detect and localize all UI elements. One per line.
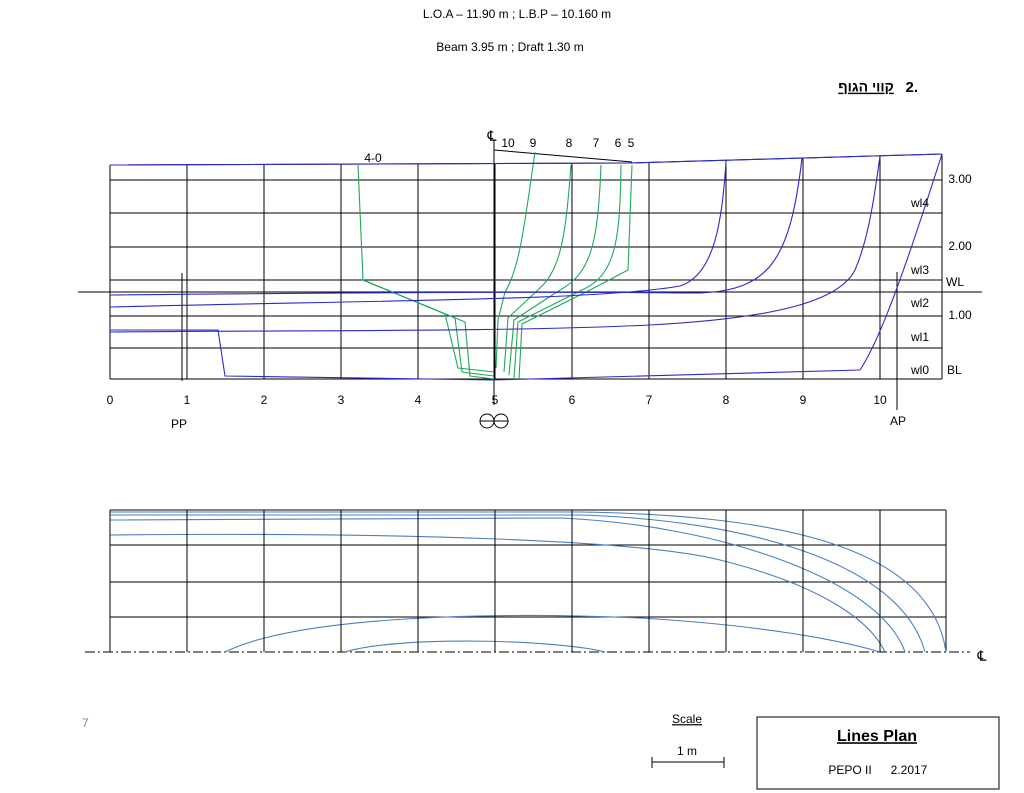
section-title: קווי הגוף — [838, 79, 894, 95]
plan-grid — [85, 509, 970, 653]
station-label: 2 — [261, 393, 268, 407]
pp-label: PP — [171, 417, 187, 431]
section-curve — [362, 279, 495, 377]
station-label: 5 — [492, 393, 499, 407]
height-label: 3.00 — [948, 172, 972, 186]
waterline-label: wl2 — [910, 296, 929, 310]
scale-label: Scale — [672, 712, 702, 726]
scale-bar — [651, 757, 725, 768]
plan-curves — [109, 511, 947, 653]
section-curve — [518, 164, 633, 380]
body-station-label: 9 — [530, 136, 537, 150]
drawing-title: Lines Plan — [837, 728, 917, 745]
body-station-label: 8 — [566, 136, 573, 150]
section-curve — [357, 164, 495, 380]
station-label: 4 — [415, 393, 422, 407]
centerline-label: ℄ — [487, 128, 497, 144]
buttock — [109, 155, 881, 333]
station-label: 6 — [569, 393, 576, 407]
keel-curve — [110, 153, 943, 381]
station-label: 3 — [338, 393, 345, 407]
body-station-label: 10 — [501, 136, 515, 150]
waterline-label: wl1 — [910, 330, 929, 344]
station-label: 8 — [723, 393, 730, 407]
section-curve — [513, 164, 622, 379]
section-number: 2. — [905, 79, 918, 96]
ap-label: AP — [890, 414, 906, 428]
height-label: 2.00 — [948, 239, 972, 253]
profile-curves — [109, 153, 943, 381]
waterline-curve — [110, 514, 926, 653]
title-block — [756, 716, 1000, 790]
station-label: 1 — [184, 393, 191, 407]
body-station-label: 6 — [615, 136, 622, 150]
waterline-label: wl0 — [910, 363, 929, 377]
body-station-label: 4-0 — [364, 151, 382, 165]
waterline-curve — [109, 517, 906, 653]
wl-label: WL — [946, 275, 964, 289]
section-curve — [503, 164, 572, 373]
station-label: 7 — [646, 393, 653, 407]
scale-length: 1 m — [677, 744, 697, 758]
station-label: 0 — [107, 393, 114, 407]
waterline-curve — [109, 533, 886, 653]
profile-grid — [78, 140, 982, 410]
height-label: 1.00 — [948, 308, 972, 322]
station-label: 10 — [873, 393, 887, 407]
station-label: 9 — [800, 393, 807, 407]
body-station-label: 5 — [628, 136, 635, 150]
guide-line — [493, 149, 633, 163]
section-curve — [362, 279, 495, 373]
waterline-label: wl4 — [910, 196, 929, 210]
spec-line: Beam 3.95 m ; Draft 1.30 m — [436, 40, 583, 54]
buttock — [109, 157, 803, 296]
sheer-curve — [109, 153, 943, 166]
bl-label: BL — [947, 363, 962, 377]
spec-line: L.O.A – 11.90 m ; L.B.P – 10.160 m — [423, 7, 611, 21]
waterline-curve — [224, 615, 881, 653]
project: PEPO II — [828, 763, 871, 777]
body-station-label: 7 — [593, 136, 600, 150]
waterline-label: wl3 — [910, 263, 929, 277]
page-number: 7 — [82, 716, 89, 730]
section-curve — [495, 151, 536, 369]
body-plan — [357, 151, 633, 380]
section-curve — [508, 164, 602, 376]
date: 2.2017 — [891, 763, 928, 777]
centerline-label: ℄ — [977, 648, 987, 664]
waterline-curve — [110, 511, 947, 653]
waterline-curve — [344, 640, 606, 653]
